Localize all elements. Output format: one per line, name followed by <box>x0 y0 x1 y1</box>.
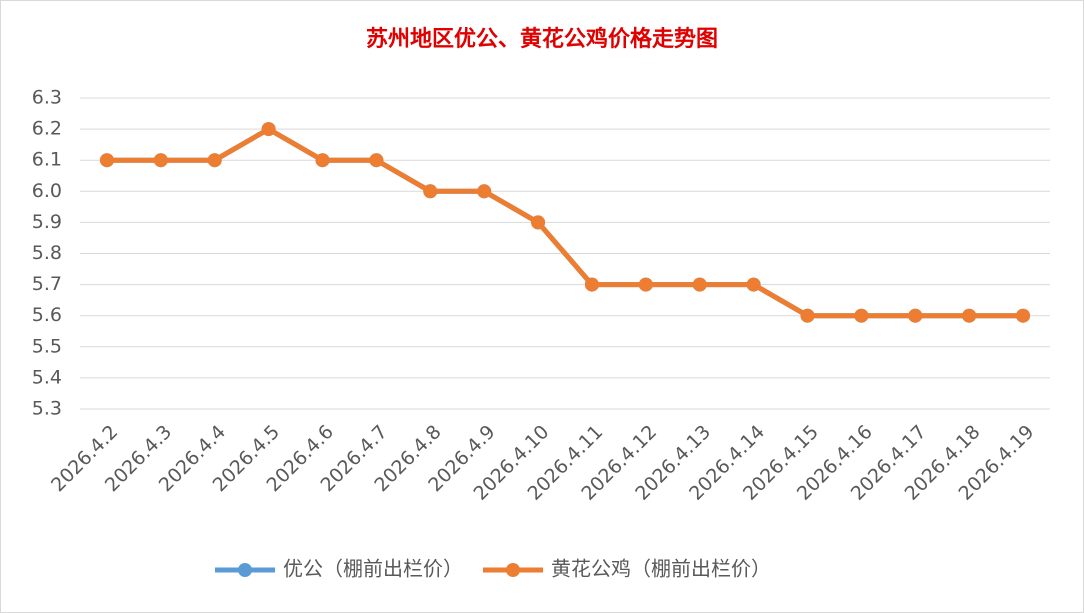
data-point <box>854 308 869 323</box>
data-point <box>1016 308 1031 323</box>
data-point <box>207 153 222 168</box>
data-point <box>800 308 815 323</box>
data-point <box>99 153 114 168</box>
data-point <box>962 308 977 323</box>
data-point <box>908 308 923 323</box>
y-tick-label: 5.9 <box>32 211 62 233</box>
data-point <box>692 277 707 292</box>
data-point <box>531 215 546 230</box>
data-point <box>153 153 168 168</box>
y-tick-label: 5.7 <box>32 273 62 295</box>
series-line <box>106 126 1024 319</box>
y-tick-label: 5.3 <box>32 398 62 420</box>
y-tick-label: 6.0 <box>32 180 62 202</box>
data-point <box>261 122 276 137</box>
data-point <box>638 277 653 292</box>
legend-label: 黄花公鸡（棚前出栏价） <box>551 557 771 581</box>
legend-marker <box>238 563 252 577</box>
chart-title: 苏州地区优公、黄花公鸡价格走势图 <box>366 26 718 52</box>
y-tick-label: 6.1 <box>32 149 62 171</box>
data-point <box>746 277 761 292</box>
y-tick-label: 5.6 <box>32 304 62 326</box>
data-point <box>369 153 384 168</box>
y-tick-label: 5.8 <box>32 242 62 264</box>
data-point <box>423 184 438 199</box>
data-point <box>315 153 330 168</box>
legend-marker <box>506 563 520 577</box>
y-tick-label: 6.2 <box>32 118 62 140</box>
y-tick-label: 5.5 <box>32 335 62 357</box>
legend-label: 优公（棚前出栏价） <box>283 557 463 581</box>
y-tick-label: 6.3 <box>32 87 62 109</box>
data-point <box>584 277 599 292</box>
data-point <box>477 184 492 199</box>
y-tick-label: 5.4 <box>32 366 62 388</box>
